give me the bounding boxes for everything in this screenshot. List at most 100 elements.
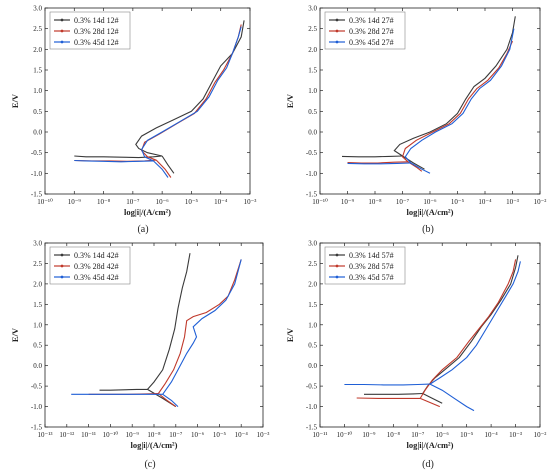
y-tick-label: 0.5 <box>308 108 317 116</box>
legend-marker <box>60 18 64 22</box>
x-tick-label: 10⁻³ <box>506 198 519 206</box>
legend-label: 0.3% 28d 42# <box>74 262 119 271</box>
legend-marker <box>60 29 64 33</box>
y-tick-label: 2.0 <box>33 280 42 288</box>
x-tick-label: 10⁻⁸ <box>97 198 111 206</box>
x-axis-title: log|i|/(A/cm²) <box>124 207 171 217</box>
x-tick-label: 10⁻¹² <box>59 431 74 439</box>
legend-label: 0.3% 28d 57# <box>349 262 394 271</box>
x-tick-label: 10⁻⁶ <box>436 431 450 439</box>
panel-label: (c) <box>144 459 155 470</box>
y-tick-label: 0.0 <box>308 362 317 370</box>
panel-label: (a) <box>137 224 148 235</box>
x-tick-label: 10⁻⁶ <box>156 198 170 206</box>
x-tick-label: 10⁻¹⁰ <box>37 198 53 206</box>
panel-a: 10⁻¹⁰ 10⁻⁹ 10⁻⁸ 10⁻⁷ 10⁻⁶ 10⁻⁵ 10⁻⁴ 10⁻³ -1.5 -1.… <box>10 5 256 236</box>
y-tick-label: 0.5 <box>308 342 317 350</box>
y-axis-title: E/V <box>285 93 295 108</box>
x-tick-label: 10⁻⁵ <box>213 431 227 439</box>
x-tick-label: 10⁻¹⁰ <box>103 431 119 439</box>
legend-label: 0.3% 14d 42# <box>74 251 119 260</box>
series-line-1-cathodic <box>341 155 403 158</box>
x-tick-label: 10⁻⁹ <box>362 431 376 439</box>
y-tick-label: 0.0 <box>33 129 42 137</box>
y-tick-label: 0.5 <box>33 108 42 116</box>
y-tick-label: 0.5 <box>33 342 42 350</box>
x-tick-label: 10⁻⁵ <box>185 198 199 206</box>
x-tick-label: 10⁻³ <box>257 431 270 439</box>
x-tick-label: 10⁻⁶ <box>423 198 437 206</box>
x-tick-label: 10⁻⁶ <box>191 431 205 439</box>
y-tick-label: 2.0 <box>308 46 317 54</box>
x-tick-label: 10⁻² <box>534 431 547 439</box>
y-tick-label: -1.0 <box>306 403 318 411</box>
y-tick-label: -0.5 <box>31 149 43 157</box>
legend-label: 0.3% 14d 12# <box>74 16 119 25</box>
x-tick-label: 10⁻⁴ <box>235 431 249 439</box>
series-line-3-cathodic <box>347 162 411 165</box>
series-line-1-cathodic-tail <box>422 393 443 404</box>
legend-marker <box>335 18 339 22</box>
panel-label: (b) <box>422 224 434 235</box>
legend-label: 0.3% 45d 57# <box>349 273 394 282</box>
y-tick-label: -1.0 <box>31 170 43 178</box>
y-tick-label: 1.0 <box>33 321 42 329</box>
y-tick-label: -1.5 <box>306 191 318 199</box>
series-line-2-cathodic-tail <box>158 393 177 408</box>
y-tick-label: 2.5 <box>308 25 317 33</box>
x-tick-label: 10⁻² <box>534 198 547 206</box>
x-tick-label: 10⁻¹⁰ <box>337 431 353 439</box>
y-tick-label: -0.5 <box>306 149 318 157</box>
x-axis-title: log|i|/(A/cm²) <box>131 440 178 450</box>
y-axis-title: E/V <box>10 327 20 342</box>
legend-marker <box>60 264 64 268</box>
series-line-3-anodic <box>404 28 515 164</box>
series-line-3-anodic <box>162 259 242 395</box>
legend-label: 0.3% 45d 12# <box>74 38 119 47</box>
y-tick-label: 1.5 <box>33 301 42 309</box>
y-tick-label: -1.5 <box>31 424 43 432</box>
y-tick-label: -1.5 <box>31 191 43 199</box>
series-line-2-cathodic <box>347 161 409 164</box>
series-line-1-cathodic <box>74 155 163 159</box>
series-line-3-cathodic-tail <box>153 160 169 178</box>
x-tick-label: 10⁻¹¹ <box>313 431 328 439</box>
x-tick-label: 10⁻⁸ <box>147 431 161 439</box>
x-tick-label: 10⁻⁸ <box>368 198 382 206</box>
legend-label: 0.3% 14d 27# <box>349 16 394 25</box>
y-tick-label: 2.5 <box>33 25 42 33</box>
legend-label: 0.3% 28d 12# <box>74 27 119 36</box>
legend-marker <box>335 29 339 33</box>
y-tick-label: 1.5 <box>33 67 42 75</box>
y-tick-label: 1.5 <box>308 301 317 309</box>
series-line-2-anodic <box>157 259 242 394</box>
series-line-1-anodic <box>393 16 516 157</box>
y-tick-label: -1.0 <box>31 403 43 411</box>
legend-label: 0.3% 14d 57# <box>349 251 394 260</box>
series-line-3-cathodic-tail <box>429 383 475 412</box>
x-tick-label: 10⁻⁴ <box>485 431 499 439</box>
series-line-2-cathodic-tail <box>155 159 172 178</box>
x-tick-label: 10⁻⁹ <box>341 198 355 206</box>
x-tick-label: 10⁻¹¹ <box>81 431 96 439</box>
y-tick-label: -1.5 <box>306 424 318 432</box>
y-tick-label: 0.0 <box>33 362 42 370</box>
y-tick-label: 3.0 <box>308 240 317 248</box>
x-tick-label: 10⁻⁵ <box>451 198 465 206</box>
y-axis-title: E/V <box>10 93 20 108</box>
legend-marker <box>335 275 339 279</box>
series-line-1-anodic <box>147 253 191 390</box>
y-axis-title: E/V <box>285 327 295 342</box>
x-tick-label: 10⁻⁴ <box>214 198 228 206</box>
y-tick-label: 1.0 <box>308 321 317 329</box>
y-tick-label: 2.5 <box>308 260 317 268</box>
series-line-3-cathodic <box>344 383 431 386</box>
panel-c: 10⁻¹³ 10⁻¹² 10⁻¹¹ 10⁻¹⁰ 10⁻⁹ 10⁻⁸ 10⁻⁷ 10⁻⁶ 10⁻⁵… <box>10 240 269 471</box>
y-tick-label: 3.0 <box>33 5 42 13</box>
x-tick-label: 10⁻¹³ <box>38 431 53 439</box>
x-tick-label: 10⁻⁹ <box>68 198 82 206</box>
plot-frame <box>319 242 541 428</box>
y-tick-label: 2.5 <box>33 260 42 268</box>
series-line-3-cathodic-tail <box>410 162 431 174</box>
